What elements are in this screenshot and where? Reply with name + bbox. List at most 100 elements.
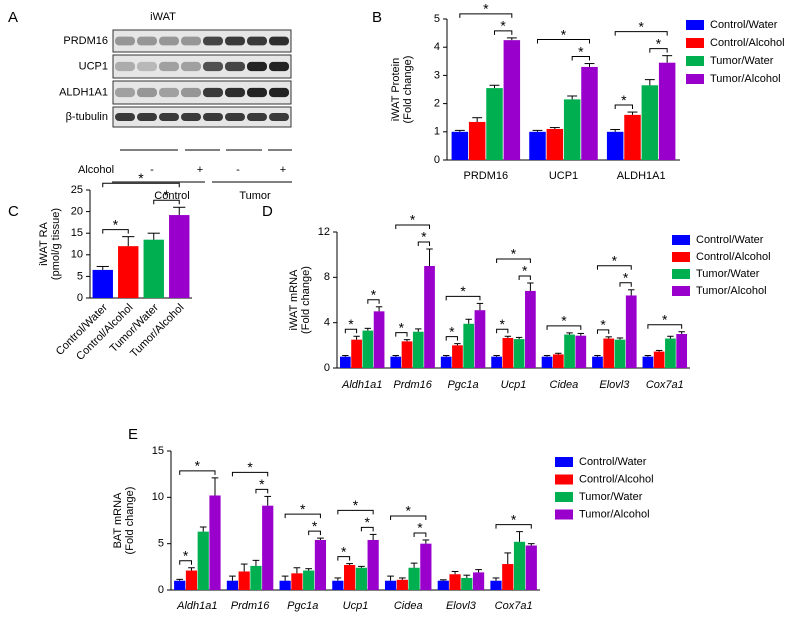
significance-bracket bbox=[153, 199, 180, 205]
bar bbox=[250, 565, 262, 590]
y-tick-label: 12 bbox=[318, 226, 330, 238]
blot-row-label: β-tubulin bbox=[66, 111, 108, 123]
treatment-sign: + bbox=[280, 164, 286, 176]
legend-swatch bbox=[555, 509, 573, 520]
blot-band bbox=[137, 36, 157, 46]
bar bbox=[384, 580, 397, 590]
significance-bracket bbox=[344, 328, 358, 334]
bar bbox=[653, 351, 665, 368]
bar bbox=[676, 334, 688, 368]
y-tick-label: 20 bbox=[71, 206, 83, 218]
bar bbox=[592, 356, 603, 368]
bar bbox=[408, 567, 420, 590]
legend-swatch bbox=[672, 235, 690, 245]
significance-bracket bbox=[337, 509, 374, 515]
treatment-sign: - bbox=[150, 164, 154, 176]
treatment-label: Alcohol bbox=[78, 164, 114, 176]
y-tick-label: 15 bbox=[152, 445, 164, 457]
y-tick-label: 2 bbox=[434, 98, 440, 110]
significance-star: * bbox=[623, 270, 629, 286]
western-blot: A iWAT Alcohol - + - + Control Tumor PRD… bbox=[8, 9, 292, 202]
significance-star: * bbox=[561, 26, 567, 42]
y-tick-label: 10 bbox=[71, 249, 83, 261]
y-tick-label: 5 bbox=[158, 538, 164, 550]
y-axis-label: (Fold change) bbox=[124, 487, 136, 555]
blot-band bbox=[115, 87, 135, 98]
bar bbox=[658, 62, 676, 160]
bar bbox=[420, 543, 432, 590]
x-tick-label: Aldh1a1 bbox=[341, 379, 382, 391]
significance-star: * bbox=[561, 313, 567, 329]
blot-band bbox=[203, 87, 223, 98]
bar bbox=[525, 545, 537, 590]
blot-row-label: UCP1 bbox=[79, 60, 108, 72]
significance-star: * bbox=[449, 323, 455, 339]
y-axis-label: (Fold change) bbox=[300, 266, 312, 334]
significance-bracket bbox=[367, 299, 380, 304]
blot-band bbox=[225, 61, 245, 72]
legend-swatch bbox=[672, 269, 690, 279]
significance-bracket bbox=[284, 513, 321, 519]
legend-swatch bbox=[555, 474, 573, 485]
blot-band bbox=[159, 87, 179, 98]
bar bbox=[614, 339, 626, 368]
legend-swatch bbox=[686, 20, 704, 30]
significance-bracket bbox=[614, 104, 634, 110]
significance-bracket bbox=[102, 229, 129, 234]
bar bbox=[279, 580, 291, 590]
legend-label: Tumor/Water bbox=[579, 491, 643, 503]
bar bbox=[143, 239, 164, 298]
bar bbox=[486, 88, 503, 160]
significance-star: * bbox=[500, 316, 506, 332]
y-axis-label: iWAT mRNA bbox=[288, 269, 300, 331]
significance-star: * bbox=[460, 283, 466, 299]
bar bbox=[463, 323, 475, 368]
y-axis-label: (pmol/g tissue) bbox=[50, 208, 62, 280]
bar bbox=[401, 341, 413, 368]
x-tick-label: Pgc1a bbox=[447, 379, 478, 391]
significance-bracket bbox=[231, 471, 269, 477]
y-tick-label: 0 bbox=[434, 154, 440, 166]
significance-bracket bbox=[546, 325, 582, 330]
significance-star: * bbox=[164, 187, 170, 203]
significance-star: * bbox=[578, 43, 584, 59]
y-axis-label: iWAT Protein bbox=[390, 58, 402, 121]
blot-band bbox=[181, 61, 201, 72]
bar bbox=[396, 579, 408, 590]
bar bbox=[624, 114, 641, 160]
significance-bracket bbox=[518, 275, 531, 280]
bar bbox=[513, 339, 525, 368]
bar bbox=[169, 215, 190, 298]
significance-bracket bbox=[179, 470, 216, 475]
legend-label: Control/Alcohol bbox=[579, 473, 654, 485]
bar bbox=[314, 539, 327, 590]
blot-band bbox=[115, 61, 135, 72]
bar bbox=[472, 572, 485, 590]
bar bbox=[440, 356, 452, 368]
bar bbox=[412, 331, 424, 368]
significance-star: * bbox=[138, 170, 144, 186]
blot-band bbox=[225, 87, 245, 98]
significance-bracket bbox=[495, 524, 532, 529]
x-tick-label: Prdm16 bbox=[231, 600, 270, 612]
significance-star: * bbox=[656, 35, 662, 51]
significance-bracket bbox=[493, 30, 513, 35]
significance-bracket bbox=[459, 13, 513, 18]
x-tick-label: Pgc1a bbox=[287, 600, 318, 612]
bar bbox=[209, 495, 221, 590]
significance-bracket bbox=[413, 532, 427, 537]
blot-band bbox=[137, 113, 157, 121]
legend-label: Control/Alcohol bbox=[696, 251, 771, 263]
group-label: Tumor bbox=[239, 190, 271, 202]
significance-star: * bbox=[621, 92, 627, 108]
significance-bracket bbox=[496, 258, 531, 263]
treatment-sign: + bbox=[197, 164, 203, 176]
blot-band bbox=[181, 113, 201, 121]
bar bbox=[461, 577, 473, 590]
significance-star: * bbox=[365, 514, 371, 530]
y-tick-label: 4 bbox=[434, 41, 440, 53]
bar bbox=[468, 121, 486, 160]
significance-bracket bbox=[337, 556, 351, 561]
blot-strip bbox=[112, 29, 292, 53]
